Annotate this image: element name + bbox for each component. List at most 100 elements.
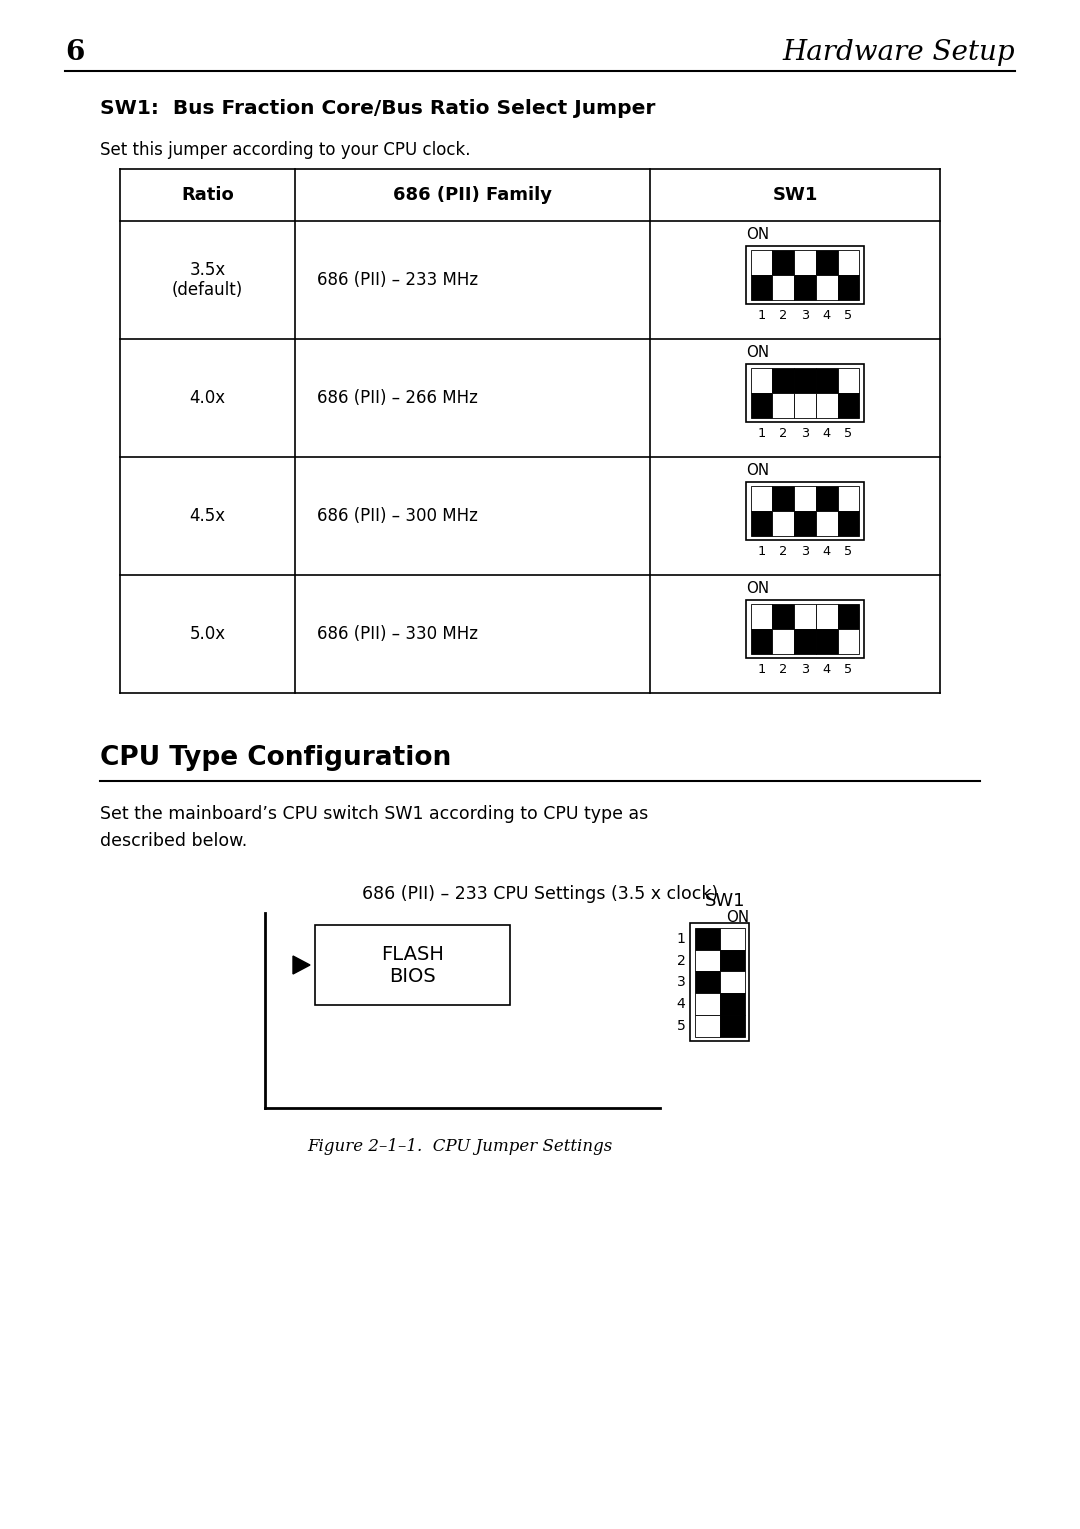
Text: 4: 4 [823, 664, 831, 676]
Text: Hardware Setup: Hardware Setup [782, 40, 1015, 66]
Bar [772, 275, 794, 300]
Text: SW1: SW1 [705, 891, 745, 910]
Text: 1: 1 [757, 546, 766, 558]
Text: 5: 5 [845, 664, 852, 676]
Bar [772, 393, 794, 417]
Text: 2: 2 [779, 427, 787, 440]
Bar [794, 251, 815, 275]
Bar [815, 628, 838, 654]
Text: described below.: described below. [100, 832, 247, 850]
Bar [838, 511, 860, 535]
Bar [746, 599, 864, 659]
Bar [794, 275, 815, 300]
Text: 5: 5 [845, 546, 852, 558]
Text: 2: 2 [677, 954, 686, 968]
Bar [838, 628, 860, 654]
Bar [719, 950, 744, 971]
Bar [751, 628, 772, 654]
Text: 686 (PII) Family: 686 (PII) Family [393, 187, 552, 203]
Text: FLASH
BIOS: FLASH BIOS [381, 945, 444, 986]
Bar [746, 482, 864, 540]
Bar [120, 170, 940, 693]
Text: 3: 3 [801, 664, 809, 676]
Bar [751, 368, 772, 393]
Text: 3: 3 [801, 309, 809, 323]
Bar [719, 994, 744, 1015]
Text: 5: 5 [845, 427, 852, 440]
Text: 4: 4 [823, 309, 831, 323]
Bar [772, 604, 794, 628]
Bar [815, 251, 838, 275]
Bar [815, 275, 838, 300]
Bar [696, 928, 719, 950]
Text: 2: 2 [779, 546, 787, 558]
Bar [751, 511, 772, 535]
Bar [838, 604, 860, 628]
Text: 2: 2 [779, 309, 787, 323]
Text: 1: 1 [677, 931, 686, 946]
Bar [772, 511, 794, 535]
Text: 5: 5 [677, 1018, 686, 1032]
Bar [794, 511, 815, 535]
Text: ON: ON [746, 228, 769, 243]
Bar [690, 924, 750, 1041]
Polygon shape [293, 956, 310, 974]
Bar [746, 246, 864, 304]
Bar [838, 393, 860, 417]
Bar [838, 368, 860, 393]
Bar [751, 393, 772, 417]
Bar [751, 275, 772, 300]
Text: SW1: SW1 [772, 187, 818, 203]
Text: 3: 3 [801, 427, 809, 440]
Bar [696, 994, 719, 1015]
Text: 3.5x
(default): 3.5x (default) [172, 260, 243, 300]
Text: SW1:  Bus Fraction Core/Bus Ratio Select Jumper: SW1: Bus Fraction Core/Bus Ratio Select … [100, 99, 656, 118]
Text: 4: 4 [677, 997, 686, 1011]
Bar [719, 971, 744, 994]
Bar [772, 486, 794, 511]
Bar [794, 628, 815, 654]
Text: 4: 4 [823, 546, 831, 558]
Text: 1: 1 [757, 309, 766, 323]
Text: ON: ON [746, 581, 769, 596]
Bar [315, 925, 510, 1005]
Bar [838, 251, 860, 275]
Bar [772, 251, 794, 275]
Text: Set the mainboard’s CPU switch SW1 according to CPU type as: Set the mainboard’s CPU switch SW1 accor… [100, 804, 648, 823]
Bar [794, 393, 815, 417]
Bar [794, 486, 815, 511]
Text: 1: 1 [757, 427, 766, 440]
Bar [794, 604, 815, 628]
Bar [772, 628, 794, 654]
Bar [838, 486, 860, 511]
Bar [815, 604, 838, 628]
Text: 686 (PII) – 300 MHz: 686 (PII) – 300 MHz [318, 508, 477, 524]
Bar [815, 368, 838, 393]
Bar [719, 1015, 744, 1037]
Text: ON: ON [726, 910, 750, 925]
Bar [772, 368, 794, 393]
Bar [838, 275, 860, 300]
Bar [751, 604, 772, 628]
Text: 686 (PII) – 233 MHz: 686 (PII) – 233 MHz [318, 271, 478, 289]
Text: 686 (PII) – 266 MHz: 686 (PII) – 266 MHz [318, 388, 477, 407]
Text: 6: 6 [65, 40, 84, 66]
Text: Set this jumper according to your CPU clock.: Set this jumper according to your CPU cl… [100, 141, 471, 159]
Text: 686 (PII) – 233 CPU Settings (3.5 x clock): 686 (PII) – 233 CPU Settings (3.5 x cloc… [362, 885, 718, 904]
Text: Figure 2–1–1.  CPU Jumper Settings: Figure 2–1–1. CPU Jumper Settings [308, 1138, 612, 1154]
Bar [751, 486, 772, 511]
Bar [746, 364, 864, 422]
Bar [815, 393, 838, 417]
Text: CPU Type Configuration: CPU Type Configuration [100, 745, 451, 771]
Bar [751, 251, 772, 275]
Text: 4.5x: 4.5x [189, 508, 226, 524]
Text: ON: ON [746, 463, 769, 479]
Text: 5.0x: 5.0x [189, 625, 226, 644]
Text: ON: ON [746, 346, 769, 361]
Text: 3: 3 [677, 976, 686, 989]
Text: Ratio: Ratio [181, 187, 234, 203]
Bar [696, 1015, 719, 1037]
Bar [815, 511, 838, 535]
Text: 1: 1 [757, 664, 766, 676]
Text: 3: 3 [801, 546, 809, 558]
